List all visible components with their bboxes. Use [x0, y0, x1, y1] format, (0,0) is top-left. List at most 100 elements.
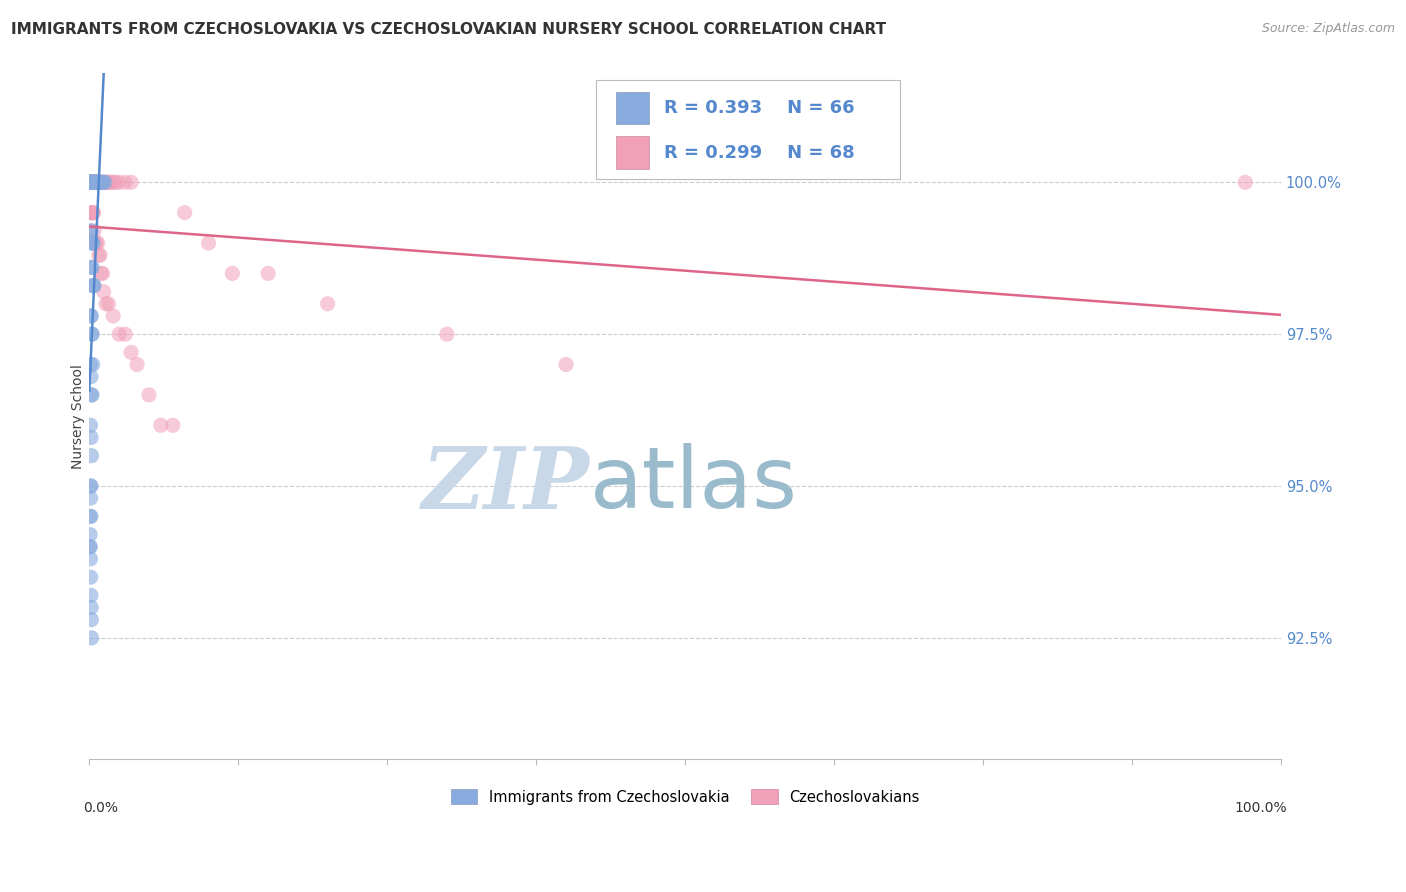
Point: [89, 175, 111, 189]
Point: [83, 224, 105, 238]
Text: R = 0.299    N = 68: R = 0.299 N = 68: [664, 144, 855, 161]
Point: [197, 235, 219, 250]
Point: [80, 175, 103, 189]
Point: [82, 175, 104, 189]
Point: [221, 267, 243, 281]
Point: [84, 175, 107, 189]
Point: [80, 449, 103, 463]
Point: [83, 175, 105, 189]
Point: [83, 175, 105, 189]
Point: [91, 175, 114, 189]
Point: [94, 175, 117, 189]
Point: [87, 248, 110, 262]
Point: [93, 175, 115, 189]
Point: [80, 175, 103, 189]
Point: [83, 175, 105, 189]
Point: [79, 358, 101, 372]
Point: [84, 175, 107, 189]
Point: [80, 600, 103, 615]
Point: [82, 175, 104, 189]
Point: [83, 175, 105, 189]
Legend: Immigrants from Czechoslovakia, Czechoslovakians: Immigrants from Czechoslovakia, Czechosl…: [446, 783, 925, 811]
Point: [82, 175, 104, 189]
Point: [82, 358, 104, 372]
Point: [90, 175, 112, 189]
Point: [84, 175, 107, 189]
Point: [80, 175, 103, 189]
Point: [82, 175, 104, 189]
Point: [97, 175, 120, 189]
Point: [84, 235, 107, 250]
Point: [80, 309, 103, 323]
Point: [82, 175, 104, 189]
Point: [80, 175, 103, 189]
Point: [96, 175, 118, 189]
Point: [93, 285, 115, 299]
Point: [80, 430, 103, 444]
FancyBboxPatch shape: [596, 80, 900, 179]
Point: [89, 175, 111, 189]
Point: [82, 205, 104, 219]
Point: [82, 205, 104, 219]
Text: 0.0%: 0.0%: [83, 800, 118, 814]
Point: [120, 345, 142, 359]
Point: [93, 175, 115, 189]
Point: [114, 175, 136, 189]
Point: [555, 358, 578, 372]
Point: [82, 175, 104, 189]
Point: [79, 527, 101, 541]
Point: [80, 175, 103, 189]
Point: [89, 248, 111, 262]
Point: [80, 205, 103, 219]
Point: [80, 224, 103, 238]
Point: [80, 327, 103, 342]
Point: [86, 175, 108, 189]
Point: [94, 297, 117, 311]
Point: [80, 175, 103, 189]
Point: [436, 327, 458, 342]
Point: [80, 205, 103, 219]
Text: R = 0.393    N = 66: R = 0.393 N = 66: [664, 99, 855, 117]
Point: [82, 175, 104, 189]
Point: [86, 175, 108, 189]
Point: [79, 552, 101, 566]
Point: [104, 175, 127, 189]
Point: [80, 388, 103, 402]
Point: [83, 175, 105, 189]
Point: [79, 509, 101, 524]
Point: [79, 175, 101, 189]
Point: [79, 540, 101, 554]
Point: [90, 175, 112, 189]
Point: [80, 175, 103, 189]
Point: [86, 235, 108, 250]
Point: [80, 260, 103, 275]
Point: [83, 175, 105, 189]
Point: [82, 235, 104, 250]
Point: [79, 175, 101, 189]
Point: [125, 358, 148, 372]
Point: [80, 631, 103, 645]
Point: [83, 175, 105, 189]
Point: [149, 418, 172, 433]
Point: [108, 175, 131, 189]
Bar: [616, 92, 650, 125]
Y-axis label: Nursery School: Nursery School: [72, 364, 86, 468]
Point: [103, 175, 125, 189]
Text: ZIP: ZIP: [422, 443, 591, 526]
Point: [108, 327, 131, 342]
Point: [80, 613, 103, 627]
Point: [79, 224, 101, 238]
Point: [80, 369, 103, 384]
Point: [316, 297, 339, 311]
Point: [80, 309, 103, 323]
Point: [79, 175, 101, 189]
Point: [94, 175, 117, 189]
Point: [86, 175, 108, 189]
Point: [83, 175, 105, 189]
Point: [91, 175, 114, 189]
Point: [94, 175, 117, 189]
Point: [84, 175, 107, 189]
Point: [83, 278, 105, 293]
Point: [79, 491, 101, 505]
Point: [79, 540, 101, 554]
